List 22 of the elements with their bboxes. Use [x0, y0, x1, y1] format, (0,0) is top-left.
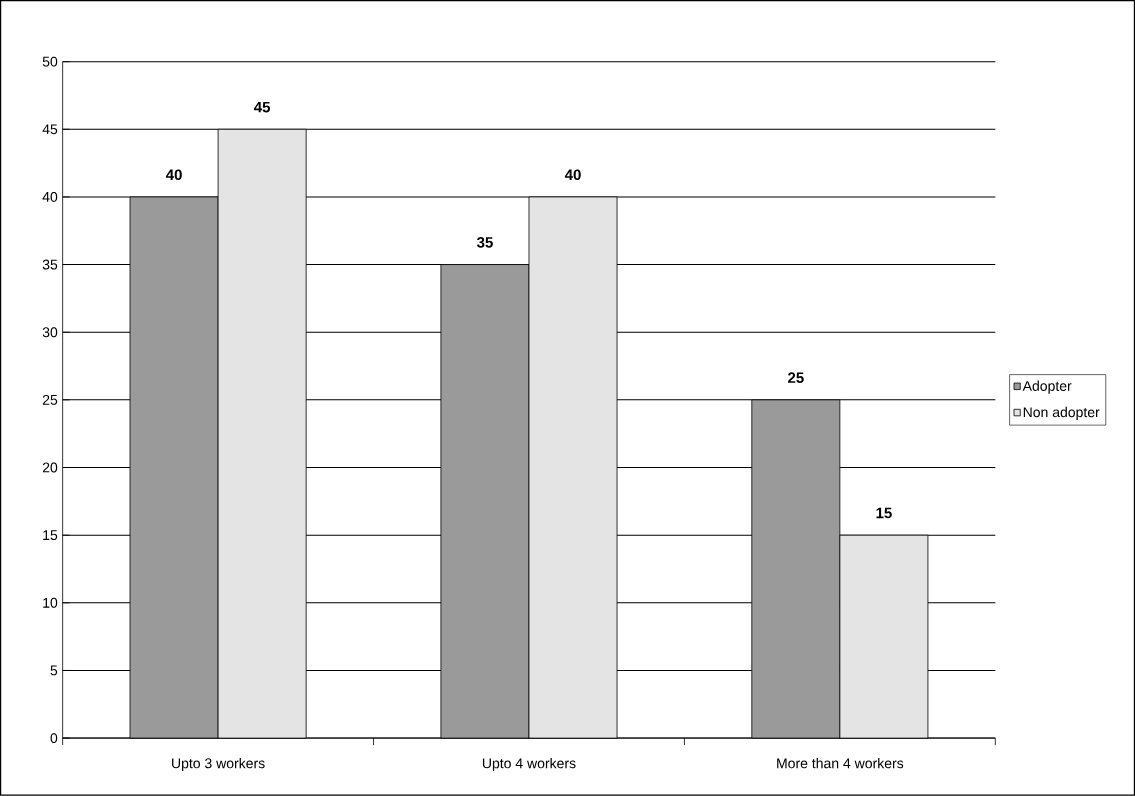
y-tick-label: 25 [42, 395, 58, 405]
data-label: 45 [254, 102, 271, 113]
y-tick-label: 0 [50, 733, 58, 744]
data-label: 40 [564, 169, 581, 181]
x-tick-label: Upto 3 workers [172, 758, 265, 772]
data-label: 40 [165, 169, 182, 181]
y-tick-label: 45 [42, 124, 58, 135]
y-tick-label: 10 [43, 597, 58, 608]
y-tick-label: 35 [42, 259, 58, 270]
legend-label: Non adopter [1023, 407, 1100, 421]
data-label: 25 [788, 372, 804, 384]
y-tick-label: 15 [43, 530, 58, 541]
y-tick-label: 50 [42, 56, 58, 67]
y-tick-label: 40 [42, 192, 58, 203]
data-label: 35 [476, 237, 493, 248]
y-tick-label: 20 [42, 462, 58, 473]
y-tick-label: 5 [50, 665, 58, 676]
x-tick-label: More than 4 workers [777, 758, 904, 769]
y-tick-label: 30 [42, 327, 58, 338]
legend-label: Adopter [1022, 380, 1072, 394]
data-label: 15 [876, 507, 892, 519]
x-tick-label: Upto 4 workers [482, 758, 576, 772]
